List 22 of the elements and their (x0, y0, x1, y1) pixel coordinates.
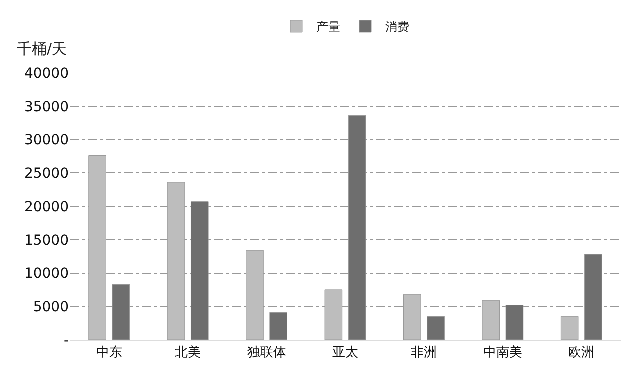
bar (560, 316, 579, 340)
y-tick-label: 35000 (24, 99, 69, 116)
legend-label: 产量 (316, 20, 340, 34)
x-tick-label: 北美 (175, 344, 202, 361)
x-tick-label: 独联体 (247, 346, 286, 361)
x-tick-label: 中东 (96, 346, 122, 361)
y-tick-label: 15000 (24, 232, 69, 249)
bar (427, 316, 445, 340)
bar (270, 312, 288, 340)
legend-label: 消费 (386, 20, 410, 34)
x-tick-label: 中南美 (483, 344, 522, 361)
x-tick-label: 亚太 (332, 346, 358, 361)
y-axis-title: 千桶/天 (17, 40, 68, 58)
y-tick-label: 25000 (24, 166, 69, 182)
y-tick-label: 40000 (24, 66, 69, 82)
y-tick-label: 10000 (24, 266, 69, 282)
y-tick-label: 20000 (24, 199, 69, 216)
y-tick-label: 5000 (33, 300, 69, 316)
x-tick-label: 欧洲 (568, 346, 595, 361)
x-tick-label: 非洲 (411, 346, 438, 361)
y-tick-label: - (64, 332, 69, 349)
y-tick-label: 30000 (24, 132, 69, 149)
